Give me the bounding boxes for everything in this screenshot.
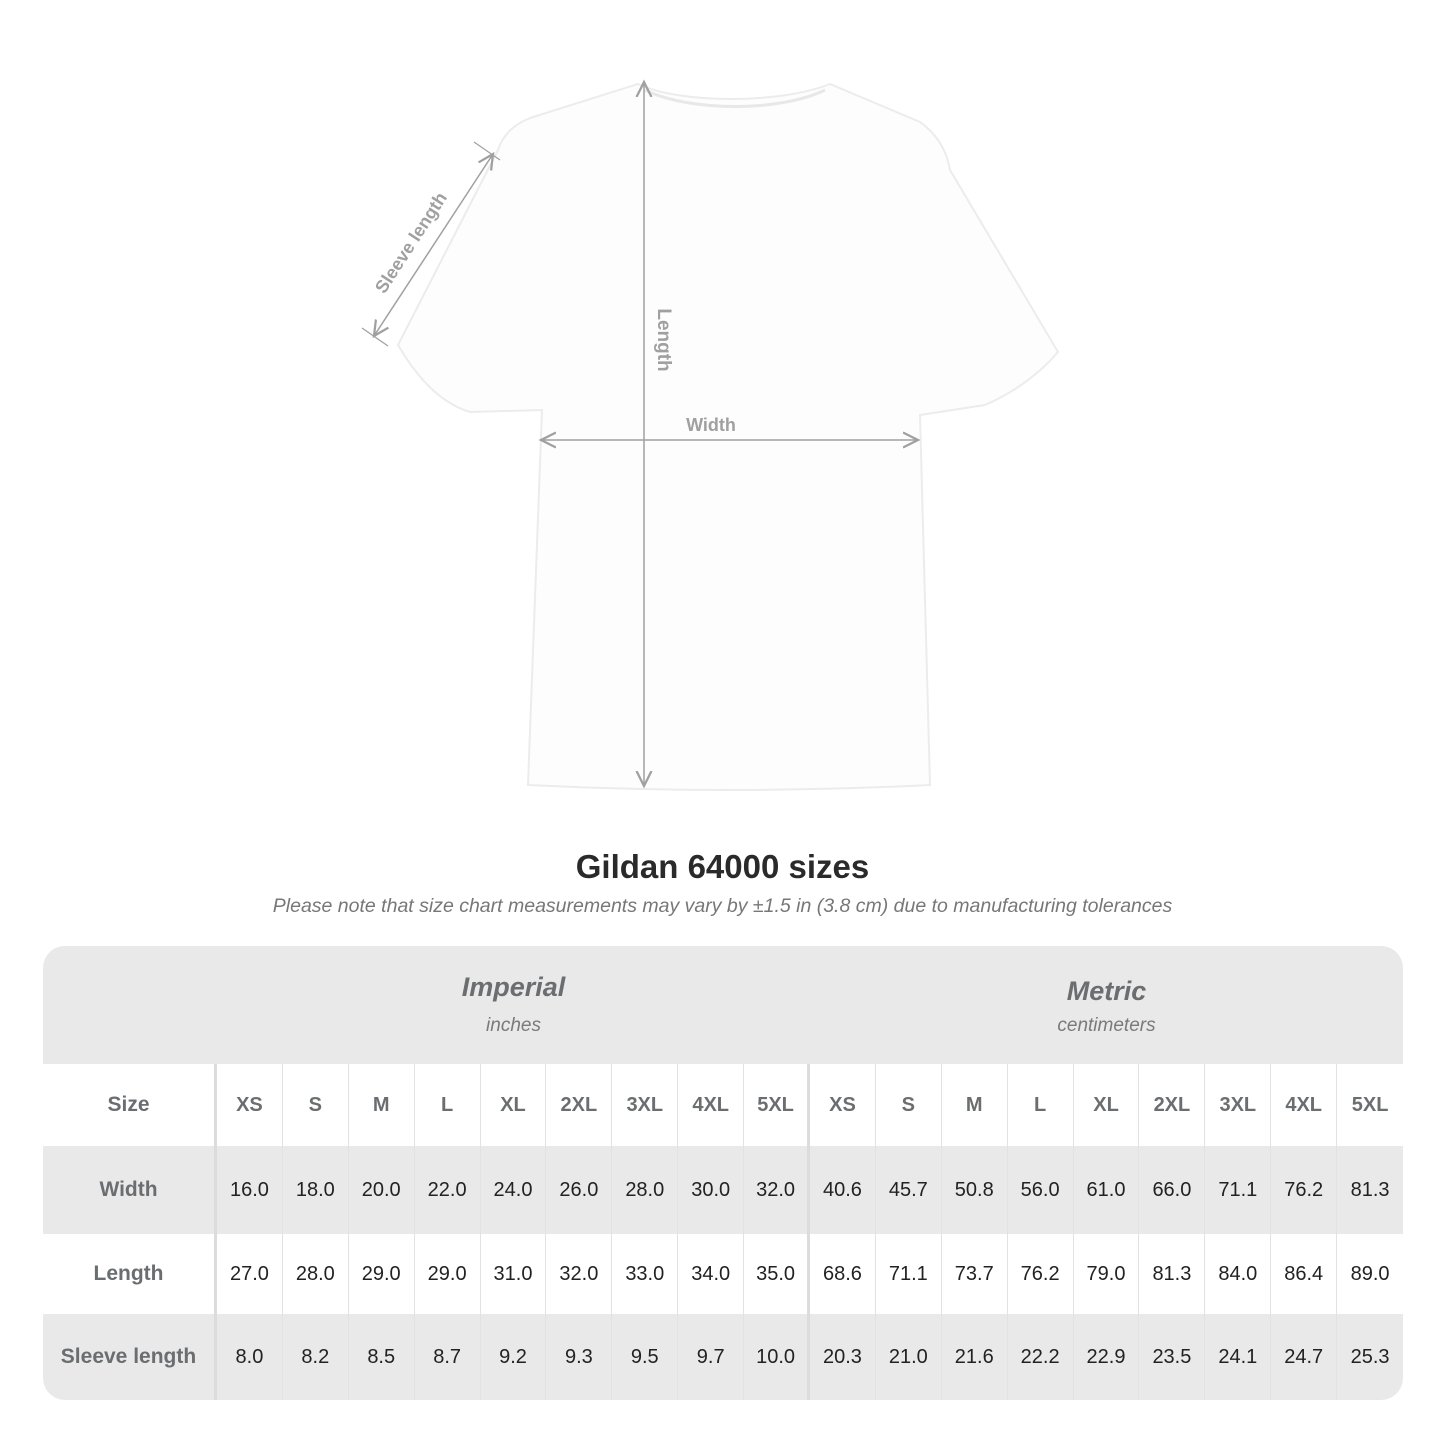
- tshirt-diagram: Sleeve length Length Width: [361, 0, 1060, 791]
- imperial-cell: XL: [481, 1064, 547, 1146]
- metric-cell: 4XL: [1271, 1064, 1338, 1146]
- imperial-cell: 28.0: [612, 1146, 679, 1234]
- imperial-cell: 30.0: [678, 1146, 745, 1234]
- metric-cell: 71.1: [1205, 1146, 1272, 1234]
- metric-cell: 5XL: [1351, 1093, 1389, 1116]
- metric-cell: 68.6: [810, 1234, 876, 1314]
- metric-cell: 2XL: [1139, 1064, 1206, 1146]
- imperial-cell: 8.0: [217, 1314, 283, 1400]
- imperial-cell: 26.0: [546, 1146, 613, 1234]
- imperial-cell: 9.3: [546, 1314, 613, 1400]
- metric-cell: 40.6: [810, 1146, 876, 1234]
- imperial-cell: 33.0: [612, 1234, 679, 1314]
- imperial-cell: 8.7: [415, 1314, 481, 1400]
- imperial-cell: L: [415, 1064, 481, 1146]
- metric-cell: 56.0: [1008, 1146, 1074, 1234]
- size-header-row: Size XS S M L XL 2XL 3XL 4XL 5XL XS S M L XL 2XL 3XL 4XL 5…: [43, 1064, 1403, 1146]
- imperial-cell: 35.0: [744, 1234, 811, 1314]
- length-label: Length: [653, 308, 674, 371]
- imperial-cell: 3XL: [612, 1064, 679, 1146]
- imperial-cell: 16.0: [217, 1146, 283, 1234]
- page-title: Gildan 64000 sizes: [575, 848, 870, 885]
- table-row: Length 27.0 28.0 29.0 29.0 31.0 32.0 33.0 34.0 35…: [43, 1234, 1403, 1314]
- row-label: Width: [43, 1146, 217, 1234]
- imperial-cell: 8.2: [283, 1314, 349, 1400]
- table-row: Sleeve length 8.0 8.2 8.5 8.7 9.2 9.3 9.5 9.7 10.…: [43, 1314, 1403, 1400]
- imperial-cell: 22.0: [415, 1146, 481, 1234]
- imperial-cell: 18.0: [283, 1146, 349, 1234]
- imperial-cell: 31.0: [481, 1234, 547, 1314]
- imperial-cell: S: [283, 1064, 349, 1146]
- imperial-cell: 9.7: [678, 1314, 745, 1400]
- imperial-header: Imperial inches: [217, 946, 810, 1064]
- metric-cell: 81.3: [1139, 1234, 1206, 1314]
- metric-cell: 50.8: [942, 1146, 1008, 1234]
- metric-unit: centimeters: [1057, 1015, 1156, 1036]
- imperial-cell: 29.0: [349, 1234, 415, 1314]
- metric-cell: S: [876, 1064, 942, 1146]
- imperial-title: Imperial: [461, 972, 566, 1002]
- metric-cell: 89.0: [1350, 1262, 1390, 1285]
- imperial-cell: 9.5: [612, 1314, 679, 1400]
- metric-cell: 25.3: [1350, 1345, 1390, 1368]
- metric-cell: 24.7: [1271, 1314, 1338, 1400]
- metric-cell: XS: [810, 1064, 876, 1146]
- imperial-cell: 32.0: [744, 1146, 811, 1234]
- metric-cell: 86.4: [1271, 1234, 1338, 1314]
- metric-cell: 21.6: [942, 1314, 1008, 1400]
- imperial-cell: 32.0: [546, 1234, 613, 1314]
- metric-cell: 66.0: [1139, 1146, 1206, 1234]
- metric-cell: M: [942, 1064, 1008, 1146]
- metric-cell: 24.1: [1205, 1314, 1272, 1400]
- metric-cell: 45.7: [876, 1146, 942, 1234]
- imperial-cell: 28.0: [283, 1234, 349, 1314]
- imperial-cell: 34.0: [678, 1234, 745, 1314]
- imperial-cell: M: [349, 1064, 415, 1146]
- metric-cell: 84.0: [1205, 1234, 1272, 1314]
- metric-cell: 21.0: [876, 1314, 942, 1400]
- imperial-cell: 10.0: [744, 1314, 811, 1400]
- metric-header: Metric centimeters: [810, 946, 1403, 1064]
- imperial-unit: inches: [486, 1015, 541, 1036]
- metric-cell: 61.0: [1074, 1146, 1140, 1234]
- imperial-cell: 27.0: [217, 1234, 283, 1314]
- imperial-cell: 2XL: [546, 1064, 613, 1146]
- row-label: Length: [43, 1234, 217, 1314]
- tolerance-note: Please note that size chart measurements…: [272, 895, 1173, 917]
- imperial-cell: 4XL: [678, 1064, 745, 1146]
- width-label: Width: [686, 415, 736, 435]
- metric-cell: 22.2: [1008, 1314, 1074, 1400]
- metric-title: Metric: [1066, 976, 1147, 1006]
- row-label: Size: [43, 1064, 217, 1146]
- metric-cell: 22.9: [1074, 1314, 1140, 1400]
- imperial-cell: 5XL: [744, 1064, 811, 1146]
- metric-cell: L: [1008, 1064, 1074, 1146]
- tshirt-shape: [396, 82, 1060, 791]
- sleeve-arrow: [374, 154, 493, 336]
- imperial-cell: 20.0: [349, 1146, 415, 1234]
- imperial-cell: 24.0: [481, 1146, 547, 1234]
- table-row: Width 16.0 18.0 20.0 22.0 24.0 26.0 28.0 30.0 32.…: [43, 1146, 1403, 1234]
- imperial-cell: 9.2: [481, 1314, 547, 1400]
- metric-cell: 3XL: [1205, 1064, 1272, 1146]
- metric-cell: 76.2: [1271, 1146, 1338, 1234]
- metric-cell: 73.7: [942, 1234, 1008, 1314]
- metric-cell: 20.3: [810, 1314, 876, 1400]
- size-table: Imperial inches Metric centimeters Size X…: [43, 946, 1403, 1400]
- imperial-cell: 8.5: [349, 1314, 415, 1400]
- metric-cell: 79.0: [1074, 1234, 1140, 1314]
- metric-cell: 23.5: [1139, 1314, 1206, 1400]
- collar: [644, 88, 826, 108]
- metric-cell: XL: [1074, 1064, 1140, 1146]
- metric-cell: 81.3: [1350, 1178, 1390, 1201]
- metric-cell: 76.2: [1008, 1234, 1074, 1314]
- imperial-cell: 29.0: [415, 1234, 481, 1314]
- metric-cell: 71.1: [876, 1234, 942, 1314]
- imperial-cell: XS: [217, 1064, 283, 1146]
- row-label: Sleeve length: [43, 1314, 217, 1400]
